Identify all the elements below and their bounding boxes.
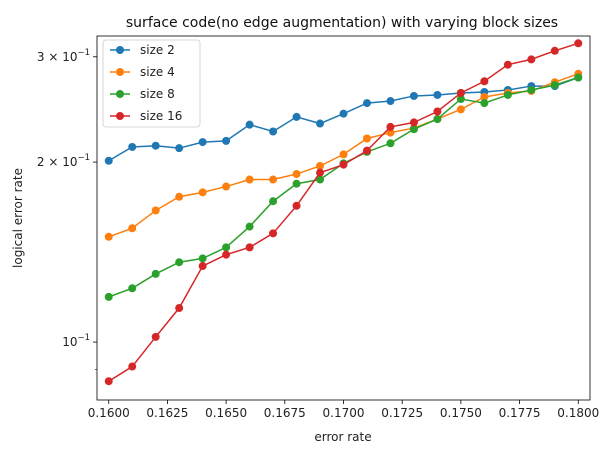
data-point bbox=[480, 77, 489, 86]
data-point bbox=[386, 122, 395, 131]
data-point bbox=[362, 99, 371, 108]
data-point bbox=[128, 224, 137, 233]
legend: size 2 size 4 size 8 size 16 bbox=[102, 39, 201, 128]
data-point bbox=[198, 138, 207, 147]
data-point bbox=[316, 161, 325, 170]
data-point bbox=[128, 284, 137, 293]
legend-box bbox=[102, 39, 201, 128]
data-point bbox=[550, 46, 559, 55]
y-axis-label: logical error rate bbox=[11, 168, 25, 268]
x-tick-label: 0.1600 bbox=[88, 406, 130, 420]
data-point bbox=[362, 146, 371, 155]
series-4 bbox=[104, 39, 583, 386]
x-tick-label: 0.1625 bbox=[146, 406, 188, 420]
data-point bbox=[362, 134, 371, 143]
axes-layer: 0.1600 0.1625 0.1650 0.1675 0.1700 0.1725 0.17… bbox=[37, 35, 599, 420]
data-point bbox=[433, 115, 442, 124]
data-point bbox=[104, 377, 113, 386]
data-point bbox=[128, 142, 137, 151]
data-point bbox=[574, 39, 583, 48]
legend-label: size 8 bbox=[140, 87, 175, 101]
data-point bbox=[433, 90, 442, 99]
x-tick-label: 0.1725 bbox=[381, 406, 423, 420]
data-point bbox=[292, 170, 301, 179]
data-point bbox=[292, 179, 301, 188]
legend-marker bbox=[116, 46, 124, 54]
data-point bbox=[550, 81, 559, 90]
data-point bbox=[245, 175, 254, 184]
data-point bbox=[104, 156, 113, 165]
y-tick-label: 3 × 10−1 bbox=[37, 48, 90, 64]
data-point bbox=[480, 99, 489, 108]
data-point bbox=[198, 254, 207, 263]
x-tick-label: 0.1750 bbox=[440, 406, 482, 420]
legend-label: size 4 bbox=[140, 65, 175, 79]
data-point bbox=[292, 112, 301, 121]
data-point bbox=[386, 128, 395, 137]
data-point bbox=[269, 229, 278, 238]
data-point bbox=[269, 197, 278, 206]
data-point bbox=[292, 201, 301, 210]
legend-marker bbox=[116, 90, 124, 98]
data-point bbox=[456, 94, 465, 103]
chart-title: surface code(no edge augmentation) with … bbox=[126, 15, 558, 31]
data-point bbox=[269, 175, 278, 184]
legend-marker bbox=[116, 68, 124, 76]
data-point bbox=[128, 362, 137, 371]
data-point bbox=[151, 206, 160, 215]
y-tick-label: 2 × 10−1 bbox=[37, 153, 90, 169]
data-point bbox=[151, 332, 160, 341]
x-tick-label: 0.1675 bbox=[264, 406, 306, 420]
data-point bbox=[104, 292, 113, 301]
data-point bbox=[527, 55, 536, 64]
x-tick-label: 0.1650 bbox=[205, 406, 247, 420]
data-point bbox=[222, 250, 231, 259]
data-point bbox=[409, 125, 418, 134]
x-tick-label: 0.1775 bbox=[499, 406, 541, 420]
data-point bbox=[527, 85, 536, 94]
data-point bbox=[245, 120, 254, 129]
data-point bbox=[339, 150, 348, 159]
y-tick-label: 10−1 bbox=[62, 333, 90, 349]
data-point bbox=[269, 127, 278, 136]
data-point bbox=[386, 97, 395, 106]
data-point bbox=[316, 119, 325, 128]
data-point bbox=[175, 258, 184, 267]
data-point bbox=[339, 160, 348, 169]
data-point bbox=[104, 232, 113, 241]
data-point bbox=[574, 73, 583, 82]
data-point bbox=[151, 141, 160, 150]
data-point bbox=[480, 92, 489, 101]
data-point bbox=[433, 107, 442, 116]
x-tick-label: 0.1700 bbox=[323, 406, 365, 420]
data-point bbox=[198, 188, 207, 197]
data-point bbox=[175, 192, 184, 201]
data-point bbox=[245, 243, 254, 252]
legend-marker bbox=[116, 112, 124, 120]
legend-label: size 2 bbox=[140, 43, 175, 57]
data-point bbox=[316, 175, 325, 184]
legend-label: size 16 bbox=[140, 109, 182, 123]
x-tick-label: 0.1800 bbox=[557, 406, 599, 420]
data-point bbox=[175, 144, 184, 153]
x-axis-label: error rate bbox=[314, 430, 371, 444]
series-layer bbox=[104, 39, 583, 386]
data-point bbox=[151, 269, 160, 278]
data-point bbox=[503, 90, 512, 99]
data-point bbox=[503, 60, 512, 69]
data-point bbox=[198, 262, 207, 271]
data-point bbox=[456, 88, 465, 97]
data-point bbox=[222, 243, 231, 252]
data-point bbox=[409, 118, 418, 127]
data-point bbox=[316, 168, 325, 177]
data-point bbox=[175, 304, 184, 313]
data-point bbox=[222, 136, 231, 145]
data-point bbox=[386, 139, 395, 148]
data-point bbox=[245, 222, 254, 231]
data-point bbox=[222, 182, 231, 191]
data-point bbox=[409, 91, 418, 100]
data-point bbox=[339, 109, 348, 118]
data-point bbox=[456, 105, 465, 114]
